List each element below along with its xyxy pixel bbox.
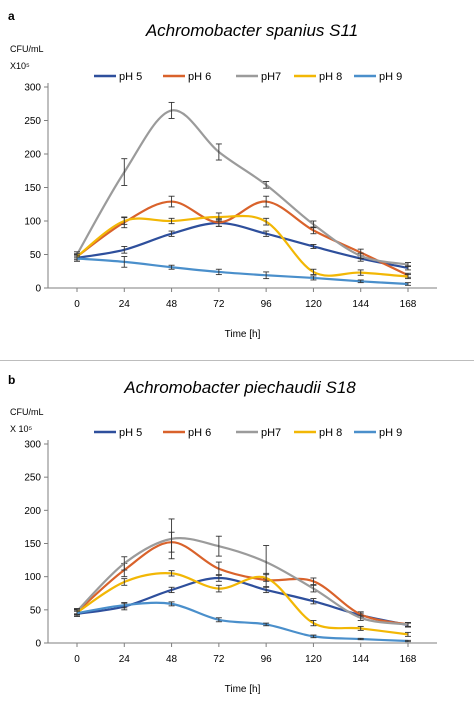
panel-divider <box>0 360 474 361</box>
legend-label: pH 8 <box>319 71 342 83</box>
y-tick-label: 0 <box>35 284 41 295</box>
series-line-ph6 <box>76 200 409 277</box>
series-line-ph5 <box>76 221 409 269</box>
x-tick-label: 48 <box>166 654 178 665</box>
legend-label: pH 6 <box>188 427 211 439</box>
series-line-ph7 <box>76 109 409 266</box>
legend-label: pH7 <box>261 71 281 83</box>
y-tick-label: 0 <box>35 639 41 650</box>
x-tick-label: 168 <box>400 654 417 665</box>
y-tick-label: 250 <box>24 116 41 127</box>
x-axis-label: Time [h] <box>225 329 261 340</box>
panel-letter: a <box>8 9 15 23</box>
x-tick-label: 168 <box>400 299 417 310</box>
series-line-ph8 <box>76 572 409 636</box>
y-axis-label: CFU/mL <box>10 407 44 417</box>
y-tick-label: 150 <box>24 183 41 194</box>
x-tick-label: 0 <box>74 299 80 310</box>
y-tick-label: 200 <box>24 506 41 517</box>
chart-panel-b: b Achromobacter piechaudii S18 CFU/mL X 10⁵… <box>0 362 474 724</box>
legend-label: pH 5 <box>119 427 142 439</box>
y-axis-unit: X 10⁵ <box>10 424 33 434</box>
chart-title: Achromobacter spanius S11 <box>145 21 358 40</box>
series-line-ph6 <box>76 541 409 626</box>
x-tick-label: 144 <box>352 299 369 310</box>
x-tick-label: 24 <box>119 299 131 310</box>
chart-svg-b: b Achromobacter piechaudii S18 CFU/mL X 10⁵… <box>8 373 437 695</box>
y-axis-label: CFU/mL <box>10 44 44 54</box>
x-tick-label: 120 <box>305 299 322 310</box>
legend-label: pH 9 <box>379 71 402 83</box>
x-tick-label: 96 <box>261 654 273 665</box>
panel-letter: b <box>8 373 15 387</box>
y-tick-label: 200 <box>24 150 41 161</box>
chart-title: Achromobacter piechaudii S18 <box>123 378 356 397</box>
x-tick-label: 0 <box>74 654 80 665</box>
legend-label: pH 5 <box>119 71 142 83</box>
series-line-ph9 <box>76 601 409 643</box>
y-axis-unit: X10⁵ <box>10 61 30 71</box>
x-tick-label: 72 <box>213 654 225 665</box>
chart-panel-a: a Achromobacter spanius S11 CFU/mL X10⁵ Time… <box>8 9 437 340</box>
y-tick-label: 300 <box>24 440 41 451</box>
x-tick-label: 120 <box>305 654 322 665</box>
x-tick-label: 72 <box>213 299 225 310</box>
y-tick-label: 150 <box>24 539 41 550</box>
x-tick-label: 144 <box>352 654 369 665</box>
x-axis-label: Time [h] <box>225 684 261 695</box>
x-tick-label: 48 <box>166 299 178 310</box>
y-tick-label: 300 <box>24 83 41 94</box>
legend-label: pH 6 <box>188 71 211 83</box>
y-tick-label: 50 <box>30 250 42 261</box>
x-tick-label: 96 <box>261 299 273 310</box>
y-tick-label: 250 <box>24 473 41 484</box>
x-tick-label: 24 <box>119 654 131 665</box>
legend-label: pH 8 <box>319 427 342 439</box>
series-line-ph8 <box>76 214 409 278</box>
chart-svg-a: a Achromobacter spanius S11 CFU/mL X10⁵ Time… <box>8 9 437 340</box>
legend-label: pH 9 <box>379 427 402 439</box>
y-tick-label: 50 <box>30 605 42 616</box>
y-tick-label: 100 <box>24 572 41 583</box>
y-tick-label: 100 <box>24 217 41 228</box>
series-line-ph9 <box>76 257 409 286</box>
legend-label: pH7 <box>261 427 281 439</box>
